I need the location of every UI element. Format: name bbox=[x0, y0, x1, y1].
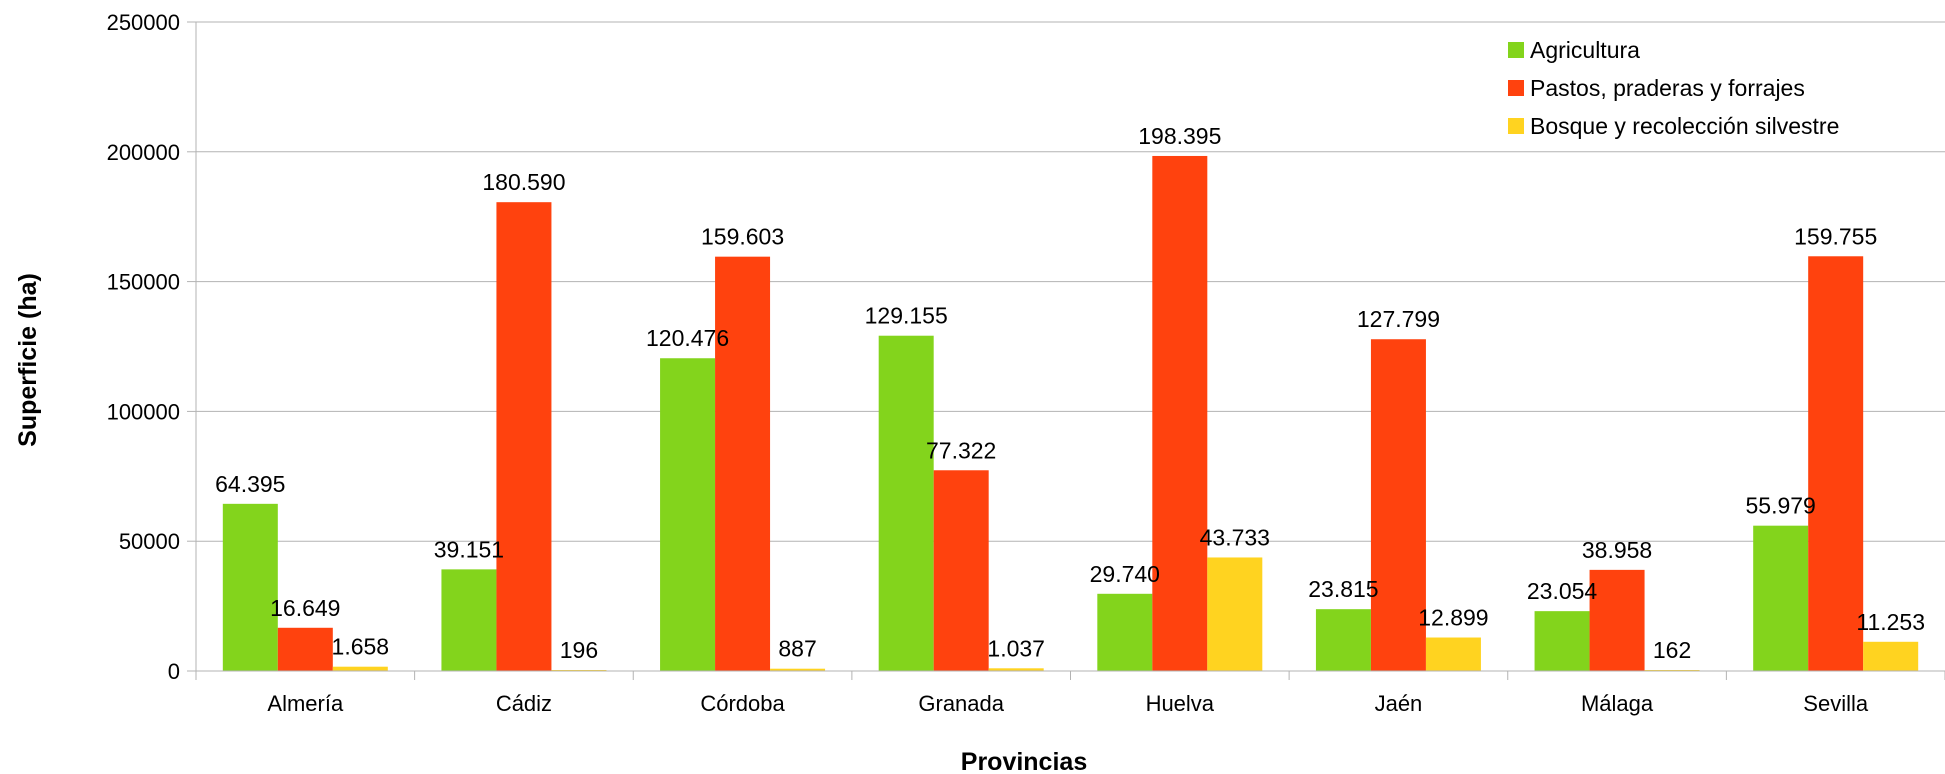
y-tick-label: 150000 bbox=[107, 270, 180, 295]
legend-swatch bbox=[1508, 118, 1524, 134]
data-label: 162 bbox=[1653, 637, 1691, 663]
legend: Agricultura Pastos, praderas y forrajes Bo… bbox=[1508, 37, 1839, 139]
x-tick-label: Cádiz bbox=[496, 691, 552, 716]
data-label: 55.979 bbox=[1746, 493, 1816, 519]
x-axis-ticks: Almería Cádiz Córdoba Granada Huelva Jaén Mála… bbox=[195, 670, 1945, 716]
data-label: 196 bbox=[560, 637, 598, 663]
legend-swatch bbox=[1508, 42, 1524, 58]
bar bbox=[1808, 256, 1864, 671]
data-label: 1.037 bbox=[987, 635, 1045, 661]
data-label: 129.155 bbox=[865, 303, 948, 329]
data-label: 23.815 bbox=[1308, 576, 1378, 602]
x-tick-label: Málaga bbox=[1581, 691, 1654, 716]
legend-label: Pastos, praderas y forrajes bbox=[1530, 75, 1805, 101]
bar bbox=[1534, 611, 1590, 671]
data-label: 38.958 bbox=[1582, 537, 1652, 563]
bar bbox=[1370, 339, 1426, 671]
bar bbox=[878, 335, 934, 671]
data-label: 16.649 bbox=[270, 595, 340, 621]
bar bbox=[715, 256, 771, 671]
x-tick-label: Jaén bbox=[1375, 691, 1423, 716]
data-label: 127.799 bbox=[1357, 306, 1440, 332]
bar bbox=[496, 202, 552, 671]
data-label: 77.322 bbox=[926, 437, 996, 463]
x-tick-label: Granada bbox=[918, 691, 1004, 716]
bar bbox=[1207, 557, 1263, 671]
bar bbox=[441, 569, 497, 671]
data-label: 159.755 bbox=[1794, 223, 1877, 249]
x-tick-label: Córdoba bbox=[700, 691, 785, 716]
bars bbox=[222, 155, 1919, 672]
bar bbox=[1425, 637, 1481, 671]
x-axis-title: Provincias bbox=[961, 748, 1087, 774]
y-tick-label: 100000 bbox=[107, 399, 180, 424]
bar bbox=[1097, 593, 1153, 671]
data-label: 12.899 bbox=[1418, 605, 1488, 631]
data-label: 11.253 bbox=[1856, 609, 1925, 635]
bar bbox=[1152, 155, 1208, 672]
bar bbox=[1315, 609, 1371, 671]
legend-label: Agricultura bbox=[1530, 37, 1640, 63]
data-label: 180.590 bbox=[482, 169, 565, 195]
bar bbox=[1863, 641, 1919, 671]
bar bbox=[332, 666, 388, 671]
data-label: 887 bbox=[778, 636, 816, 662]
legend-swatch bbox=[1508, 80, 1524, 96]
data-label: 198.395 bbox=[1138, 123, 1221, 149]
data-label: 43.733 bbox=[1200, 524, 1270, 550]
data-label: 29.740 bbox=[1090, 561, 1160, 587]
data-label: 39.151 bbox=[434, 536, 504, 562]
legend-label: Bosque y recolección silvestre bbox=[1530, 113, 1839, 139]
data-labels: 64.395 16.649 1.658 39.151 180.590 196 120.476… bbox=[215, 123, 1925, 663]
data-label: 23.054 bbox=[1527, 578, 1598, 604]
bar bbox=[933, 470, 989, 671]
bar bbox=[1589, 569, 1645, 671]
y-axis-title: Superficie (ha) bbox=[14, 273, 42, 447]
bar bbox=[277, 627, 333, 671]
y-axis-ticks: 0 50000 100000 150000 200000 250000 bbox=[107, 10, 196, 684]
bar bbox=[988, 668, 1044, 671]
y-tick-label: 250000 bbox=[107, 10, 180, 35]
data-label: 120.476 bbox=[646, 325, 729, 351]
y-tick-label: 50000 bbox=[119, 529, 180, 554]
y-tick-label: 0 bbox=[168, 659, 180, 684]
x-tick-label: Sevilla bbox=[1803, 691, 1869, 716]
bar bbox=[660, 358, 716, 671]
x-tick-label: Huelva bbox=[1146, 691, 1215, 716]
bar bbox=[222, 503, 278, 671]
data-label: 64.395 bbox=[215, 471, 285, 497]
data-label: 159.603 bbox=[701, 224, 784, 250]
x-tick-label: Almería bbox=[267, 691, 344, 716]
bar bbox=[1753, 525, 1809, 671]
data-label: 1.658 bbox=[332, 634, 390, 660]
y-tick-label: 200000 bbox=[107, 140, 180, 165]
bar bbox=[770, 668, 826, 671]
